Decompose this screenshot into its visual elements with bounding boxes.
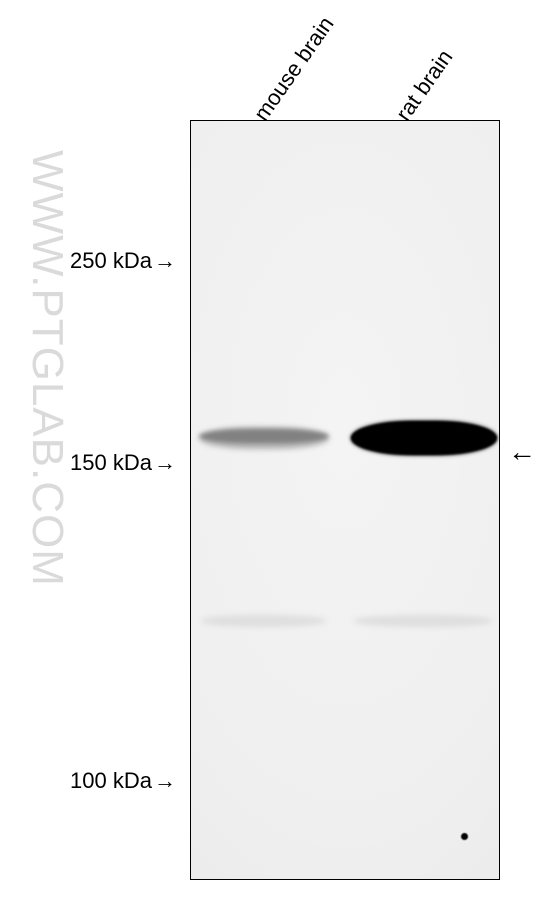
arrow-right-icon: → — [154, 768, 176, 794]
watermark-text: WWW.PTGLAB.COM — [22, 150, 72, 587]
marker-label: 100 kDa→ — [70, 768, 176, 794]
blot-background — [191, 121, 499, 879]
blot-artifact-spot — [461, 833, 468, 840]
blot-band — [199, 429, 329, 443]
figure-container: WWW.PTGLAB.COM mouse brain rat brain 250… — [0, 0, 550, 903]
band-indicator-arrow-icon: ← — [508, 436, 536, 468]
arrow-right-icon: → — [154, 450, 176, 476]
lane-label: mouse brain — [249, 12, 340, 126]
blot-band-faint — [353, 615, 493, 627]
marker-label: 250 kDa→ — [70, 248, 176, 274]
lane-label: rat brain — [391, 45, 459, 126]
arrow-right-icon: → — [154, 248, 176, 274]
western-blot-membrane — [190, 120, 500, 880]
marker-value: 150 kDa — [70, 450, 152, 475]
blot-band-faint — [201, 615, 327, 627]
blot-band — [351, 421, 497, 455]
marker-value: 100 kDa — [70, 768, 152, 793]
marker-value: 250 kDa — [70, 248, 152, 273]
marker-label: 150 kDa→ — [70, 450, 176, 476]
